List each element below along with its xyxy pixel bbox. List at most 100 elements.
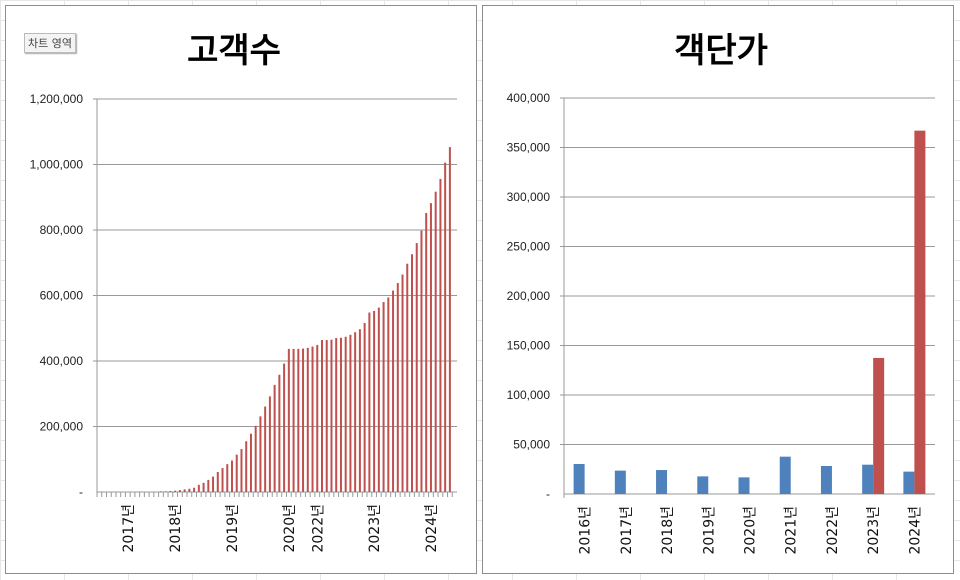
x-tick-label: 2022년	[310, 504, 326, 553]
bar	[174, 490, 177, 492]
chart-title: 객단가	[674, 31, 768, 71]
y-tick-label: 100,000	[507, 388, 551, 402]
bar	[349, 334, 352, 492]
y-tick-label: 1,200,000	[30, 92, 84, 106]
unit-price-chart[interactable]: 객단가 - 50,000 100,000 150,000 200,000 250,000 30…	[482, 5, 954, 574]
bar	[448, 147, 451, 492]
customer-count-chart[interactable]: 차트 영역 고객수 - 200,000 400,000 600,000 800,000 1,…	[5, 5, 477, 574]
bar	[159, 491, 162, 492]
y-tick-label: 150,000	[507, 339, 551, 353]
x-tick-label: 2016년	[578, 506, 594, 555]
bar	[363, 323, 366, 492]
y-tick-label: 50,000	[513, 438, 550, 452]
y-tick-label: 400,000	[40, 354, 84, 368]
bar	[278, 374, 281, 492]
bar	[264, 406, 267, 492]
bar	[738, 477, 750, 494]
bar	[311, 346, 314, 492]
bar	[573, 464, 585, 494]
bar	[249, 433, 252, 492]
x-tick-label: 2021년	[784, 506, 800, 555]
bar	[197, 484, 200, 492]
bar	[188, 488, 191, 492]
bar	[382, 302, 385, 492]
bar	[216, 472, 219, 492]
bar	[425, 212, 428, 492]
bar	[697, 476, 709, 494]
bar	[392, 290, 395, 492]
bar	[415, 243, 418, 492]
bar	[820, 465, 832, 494]
bar	[268, 396, 271, 492]
bar	[354, 332, 357, 492]
bar	[779, 456, 791, 494]
chart-area-tooltip: 차트 영역	[24, 33, 76, 53]
bar	[339, 337, 342, 492]
x-tick-label: 2017년	[619, 506, 635, 555]
bar	[283, 363, 286, 492]
bar	[439, 178, 442, 492]
x-tick-label: 2018년	[168, 504, 184, 553]
unit-price-svg: 객단가 - 50,000 100,000 150,000 200,000 250,000 30…	[507, 31, 935, 555]
bar	[193, 487, 196, 492]
bar	[169, 491, 172, 492]
y-tick-label: 400,000	[507, 91, 551, 105]
bar	[358, 329, 361, 492]
y-tick-label: 300,000	[507, 190, 551, 204]
bar	[306, 347, 309, 492]
bar	[235, 454, 238, 492]
x-tick-label: 2023년	[866, 506, 882, 555]
x-tick-label: 2022년	[825, 506, 841, 555]
y-tick-label: -	[546, 487, 550, 501]
bar	[178, 490, 181, 492]
y-tick-label: -	[79, 485, 83, 499]
bar	[429, 203, 432, 492]
x-tick-label: 2024년	[424, 504, 440, 553]
bar	[207, 479, 210, 492]
bar	[325, 340, 328, 492]
bar	[231, 460, 233, 492]
bar	[420, 230, 423, 492]
bar	[297, 348, 300, 492]
bar	[873, 357, 885, 494]
bar	[240, 449, 243, 492]
bar	[434, 191, 437, 492]
x-tick-label: 2018년	[660, 506, 676, 555]
bar	[259, 416, 262, 492]
bar	[164, 491, 167, 492]
bar	[245, 441, 248, 492]
bar	[401, 274, 404, 492]
bar	[226, 464, 229, 492]
bar	[406, 263, 409, 492]
bar	[862, 464, 874, 494]
bar	[444, 162, 447, 492]
bar	[287, 348, 290, 492]
bar	[183, 489, 186, 492]
y-tick-label: 200,000	[40, 420, 84, 434]
bar	[254, 425, 257, 492]
x-tick-label: 2024년	[907, 506, 923, 555]
x-tick-label: 2020년	[743, 506, 759, 555]
bar	[344, 336, 347, 492]
bar	[396, 283, 399, 492]
bar	[411, 254, 413, 492]
y-tick-label: 250,000	[507, 240, 551, 254]
bar	[656, 470, 668, 494]
bar	[221, 468, 224, 492]
y-tick-label: 1,000,000	[30, 158, 84, 172]
bar	[316, 344, 319, 492]
bar	[387, 297, 390, 492]
bar	[614, 470, 626, 494]
x-tick-label: 2019년	[701, 506, 717, 555]
bar	[914, 130, 926, 495]
bar	[373, 310, 376, 492]
x-tick-label: 2023년	[367, 504, 383, 553]
y-tick-label: 600,000	[40, 289, 84, 303]
chart-title: 고객수	[187, 31, 281, 71]
y-tick-label: 200,000	[507, 289, 551, 303]
bar	[377, 307, 380, 492]
customer-count-svg: 고객수 - 200,000 400,000 600,000 800,000 1,000,00…	[30, 31, 457, 553]
bar	[273, 384, 276, 492]
x-tick-label: 2019년	[225, 504, 241, 553]
bar	[321, 340, 323, 492]
